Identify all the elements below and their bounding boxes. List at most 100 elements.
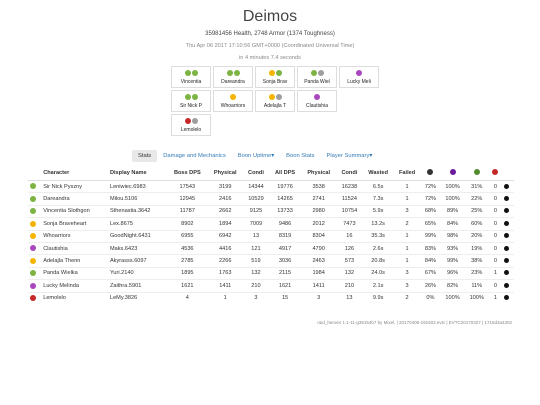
table-cell: 84% [440, 217, 465, 231]
table-row[interactable]: Vincentia Slothgon Sthenastia.3642 11787 26… [28, 204, 514, 218]
column-header[interactable]: Boss DPS [167, 165, 208, 181]
table-row[interactable]: Sonja Braveheart Lex.8675 8902 1894 7009 9486… [28, 217, 514, 231]
table-row[interactable]: Whoarriors GoodNight.6431 6955 6942 13 8319 83… [28, 229, 514, 243]
player-card-name: Dareandra [221, 79, 245, 85]
player-card[interactable]: Sir Nick P [171, 90, 211, 112]
player-card[interactable]: Lucky Meli [339, 66, 379, 88]
table-cell: 121 [242, 241, 270, 255]
column-header[interactable] [28, 165, 42, 181]
column-header[interactable]: Condi [336, 165, 363, 181]
table-cell: 23% [464, 266, 489, 280]
table-cell: Whoarriors [41, 229, 108, 243]
player-card-name: Vincentia [180, 79, 202, 85]
table-cell: 0 [488, 204, 503, 218]
table-cell: 1894 [207, 217, 243, 231]
table-cell: 1 [207, 291, 243, 304]
profession-cell [28, 204, 42, 218]
tab-boon-stats[interactable]: Boon Stats [286, 153, 315, 159]
table-cell: 3 [393, 279, 421, 293]
table-cell: 0 [488, 217, 503, 231]
column-header-fury-icon[interactable] [440, 165, 465, 181]
column-header-quickness-icon[interactable] [464, 165, 489, 181]
profession-icon [184, 118, 191, 124]
table-row[interactable]: Dareandra Milou.5106 12945 2416 10529 14265 27… [28, 192, 514, 206]
column-header[interactable]: Condi [242, 165, 270, 181]
table-cell: 1 [393, 192, 421, 206]
table-cell: 3 [393, 266, 421, 280]
status-cell [502, 229, 514, 243]
player-icons [298, 94, 336, 101]
table-cell: 6955 [167, 229, 208, 243]
tab-player-summary[interactable]: Player Summary▾ [326, 153, 373, 159]
column-header-heart-icon[interactable] [488, 165, 503, 181]
column-header[interactable]: Wasted [362, 165, 394, 181]
player-card[interactable]: Vincentia [171, 66, 211, 88]
table-cell: 3538 [301, 179, 337, 193]
table-cell: 4 [167, 291, 208, 304]
table-cell: 2416 [207, 192, 243, 206]
encounter-datetime: Thu Apr 06 2017 17:10:56 GMT+0000 (Coord… [185, 43, 355, 49]
table-row[interactable]: Clautishia Maks.6423 4536 4416 121 4917 4790 12… [28, 241, 514, 255]
table-cell: 519 [242, 254, 270, 268]
table-cell: Leniwiec.6983 [107, 179, 168, 193]
table-cell: 35.3s [362, 229, 394, 243]
table-cell: Lemolelo [41, 291, 108, 304]
fury-icon [449, 169, 456, 176]
table-cell: 0 [488, 229, 503, 243]
profession-icon [191, 94, 198, 100]
table-cell: 19776 [269, 179, 302, 193]
table-row[interactable]: Panda Wielka Yuri.2140 1895 1763 132 2115 1984… [28, 266, 514, 280]
squad-group: Sir Nick P Whoarriors Adelajla T Clautishia [171, 90, 383, 112]
table-cell: 2 [393, 291, 421, 304]
tab-boon-uptime[interactable]: Boon Uptime▾ [237, 153, 275, 159]
table-cell: 0 [488, 179, 503, 193]
profession-icon [30, 257, 36, 264]
player-icons [172, 70, 210, 77]
player-card[interactable]: Lemolelo [171, 114, 211, 136]
profession-icon [184, 70, 191, 76]
table-cell: 84% [420, 254, 441, 268]
column-header-might-icon[interactable] [420, 165, 441, 181]
player-icons [172, 118, 210, 125]
player-card[interactable]: Adelajla T [255, 90, 295, 112]
table-cell: Adelajla Thenn [41, 254, 108, 268]
column-header[interactable]: Failed [393, 165, 421, 181]
profession-icon [30, 294, 36, 301]
table-row[interactable]: Lucky Melinda Zaithra.5901 1621 1411 210 1621… [28, 279, 514, 293]
table-cell: 1763 [207, 266, 243, 280]
tab-damage-and-mechanics[interactable]: Damage and Mechanics [163, 153, 226, 159]
profession-icon [226, 70, 233, 76]
table-cell: 4536 [167, 241, 208, 255]
encounter-duration: in 4 minutes 7.4 seconds [239, 55, 301, 61]
player-card[interactable]: Clautishia [297, 90, 337, 112]
player-card[interactable]: Dareandra [213, 66, 253, 88]
skull-icon [504, 183, 510, 189]
table-cell: 3036 [269, 254, 302, 268]
player-card[interactable]: Whoarriors [213, 90, 253, 112]
squad-group: Lemolelo [171, 114, 383, 136]
table-cell: 65% [420, 217, 441, 231]
column-header[interactable]: Physical [301, 165, 337, 181]
table-cell: Vincentia Slothgon [41, 204, 108, 218]
table-cell: 3 [242, 291, 270, 304]
table-row[interactable]: Lemolelo LeMy.3826 4 1 3 15 3 13 9.9s 2 0% 100% 100%… [28, 291, 514, 304]
player-card-name: Lucky Meli [347, 79, 371, 85]
column-header[interactable]: Character [41, 165, 108, 181]
column-header[interactable]: Physical [207, 165, 243, 181]
table-cell: Akyrasss.6097 [107, 254, 168, 268]
player-card[interactable]: Panda Wiel [297, 66, 337, 88]
tab-stats[interactable]: Stats [132, 150, 158, 162]
table-row[interactable]: Sir Nick Pyszny Leniwiec.6983 17543 3199 143… [28, 179, 514, 193]
table-cell: 3199 [207, 179, 243, 193]
column-header[interactable]: All DPS [269, 165, 302, 181]
profession-icon [191, 70, 198, 76]
player-card[interactable]: Sonja Brav [255, 66, 295, 88]
quickness-icon [473, 169, 480, 176]
status-cell [502, 241, 514, 255]
table-cell: 13 [242, 229, 270, 243]
table-cell: 0 [488, 241, 503, 255]
table-cell: Dareandra [41, 192, 108, 206]
column-header[interactable]: Display Name [107, 165, 168, 181]
table-row[interactable]: Adelajla Thenn Akyrasss.6097 2785 2266 519 30… [28, 254, 514, 268]
table-cell: 2 [393, 217, 421, 231]
